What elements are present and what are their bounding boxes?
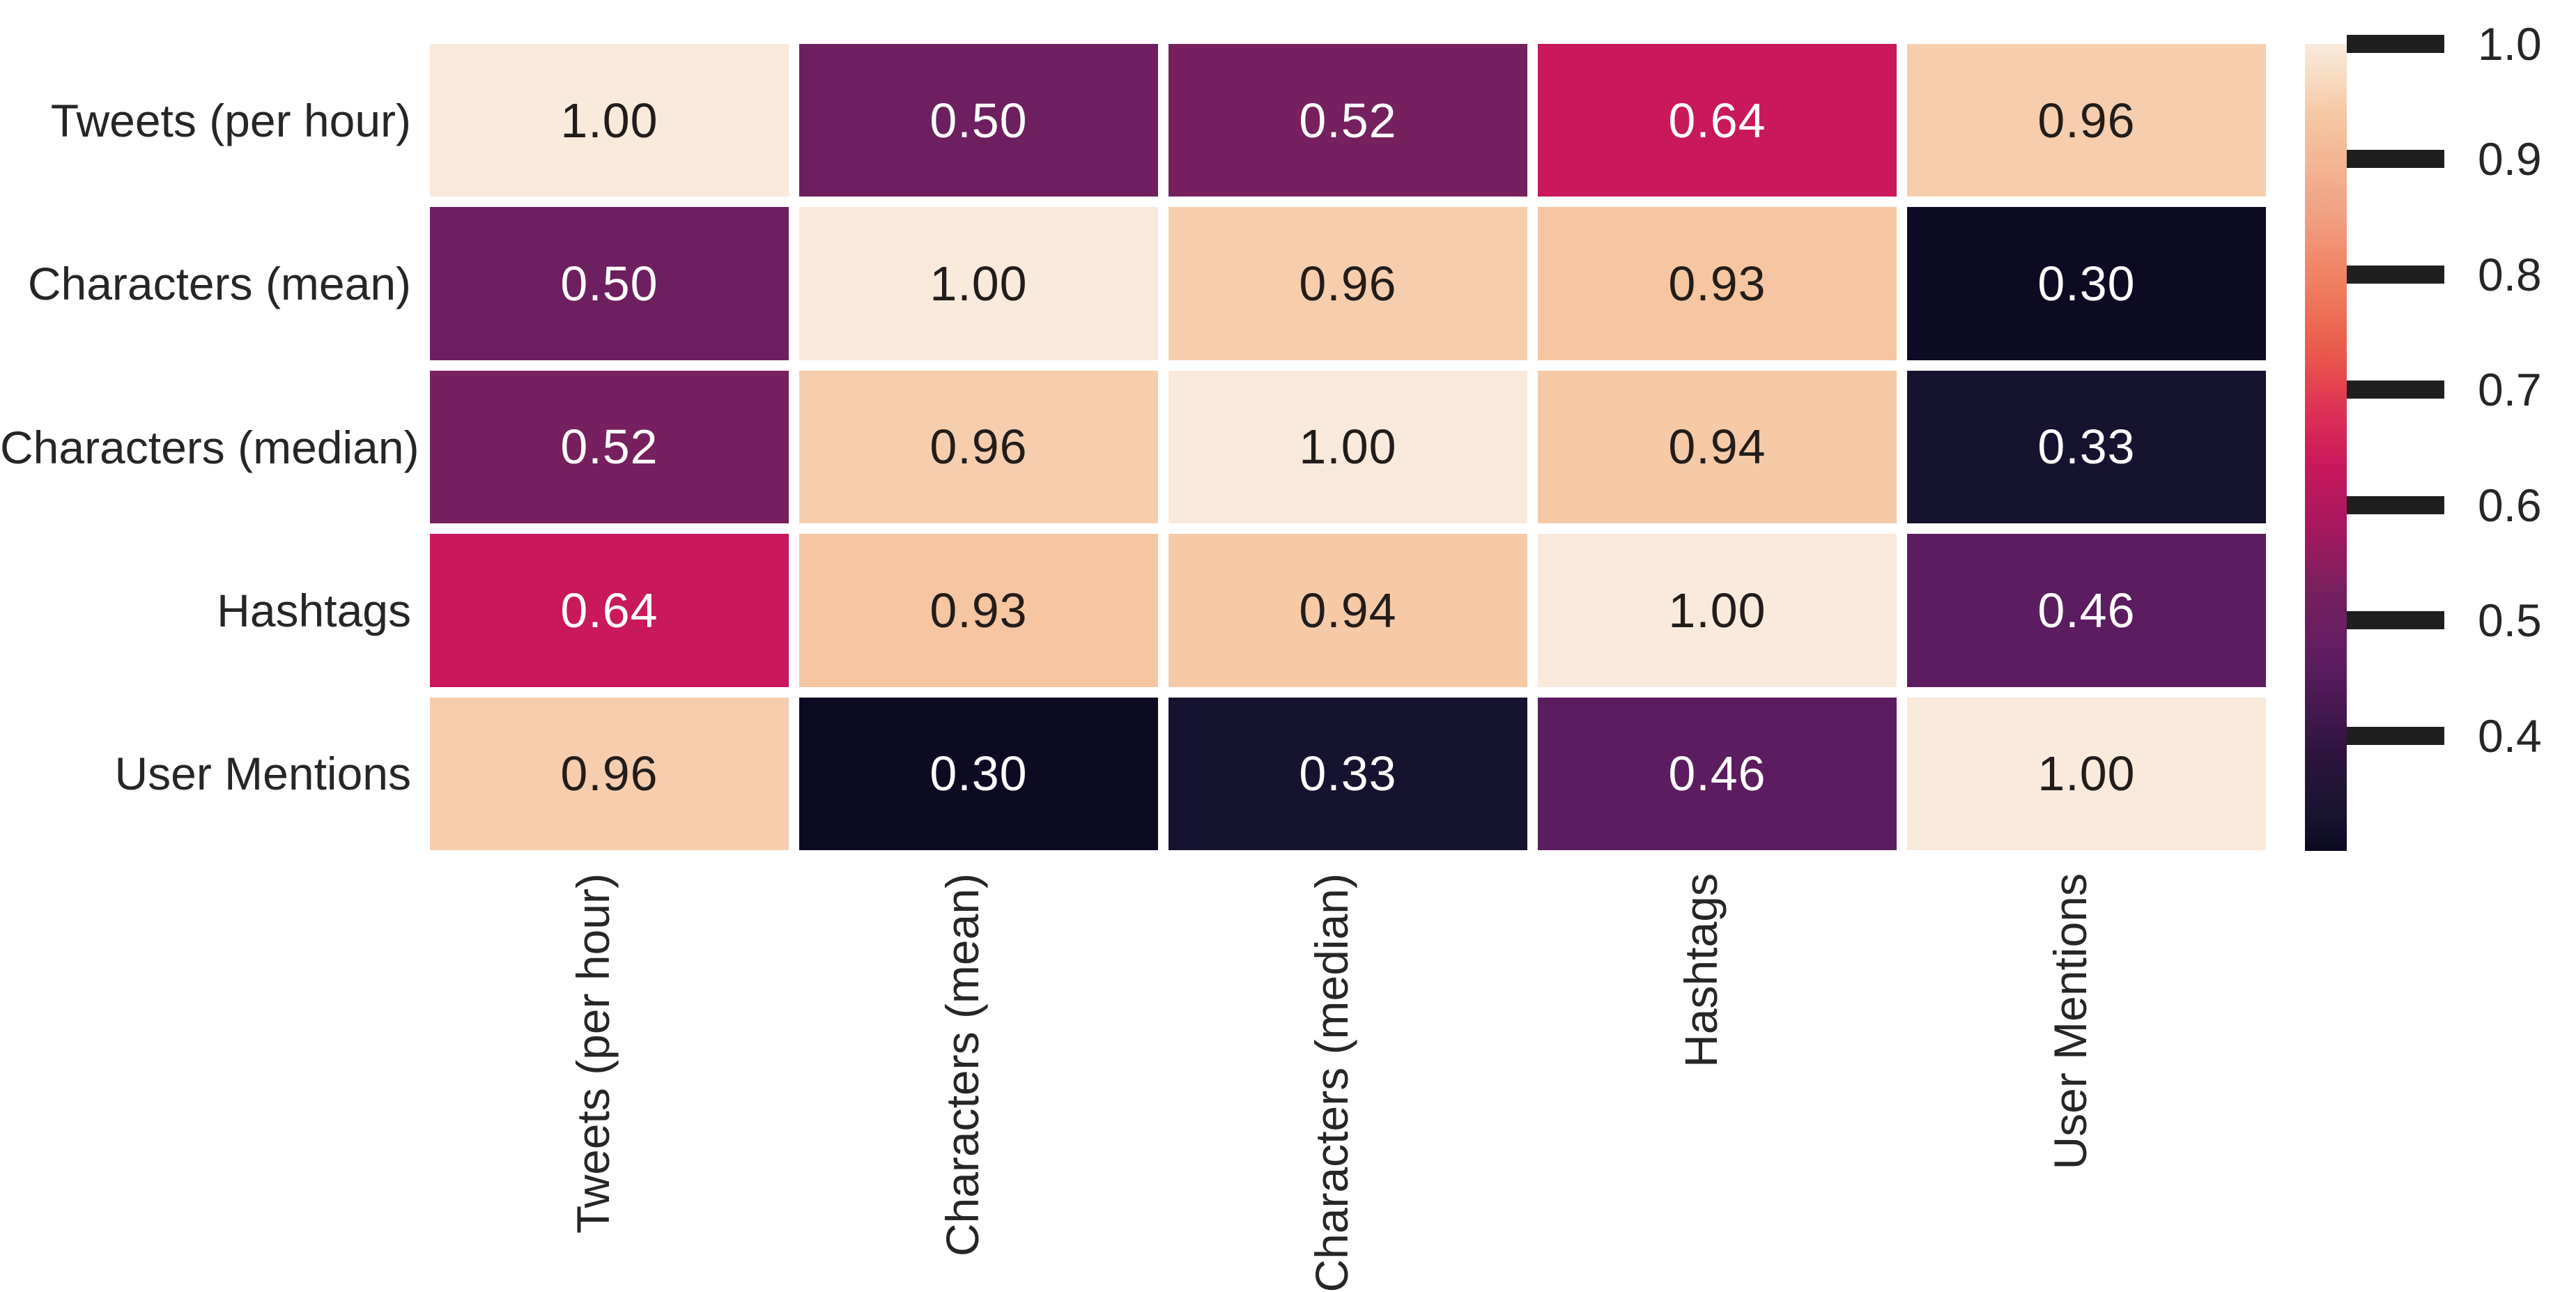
heatmap-cell: 0.52 [430, 370, 789, 524]
column-label: Tweets (per hour) [566, 873, 619, 1234]
colorbar-tick [2347, 150, 2444, 169]
column-label: Characters (median) [1305, 873, 1357, 1292]
column-label: Characters (mean) [936, 873, 988, 1257]
heatmap-cell: 0.94 [1538, 370, 1897, 524]
heatmap-cell: 0.52 [1169, 44, 1527, 197]
heatmap-cell: 0.64 [430, 534, 789, 687]
colorbar-tick [2347, 611, 2444, 630]
colorbar-tick-label: 0.6 [2478, 479, 2542, 531]
heatmap-cell: 0.46 [1538, 697, 1897, 850]
heatmap-cell: 1.00 [1538, 534, 1897, 687]
row-label: Characters (median) [0, 421, 419, 473]
colorbar-tick-label: 0.7 [2478, 364, 2542, 416]
heatmap-cell: 1.00 [799, 207, 1158, 360]
heatmap-cell: 0.93 [799, 534, 1158, 687]
column-label: User Mentions [2044, 873, 2096, 1170]
heatmap-cell: 1.00 [430, 44, 789, 197]
colorbar-gradient [2305, 44, 2347, 851]
colorbar-tick-label: 1.0 [2478, 18, 2542, 70]
colorbar-tick-label: 0.9 [2478, 133, 2542, 185]
heatmap-cell: 0.93 [1538, 207, 1897, 360]
heatmap-cell: 1.00 [1169, 370, 1527, 524]
row-label: Tweets (per hour) [50, 94, 411, 146]
row-label: Hashtags [217, 584, 411, 636]
colorbar-tick-label: 0.4 [2478, 709, 2542, 762]
column-label: Hashtags [1674, 873, 1727, 1068]
colorbar-tick [2347, 495, 2444, 514]
colorbar-tick-label: 0.8 [2478, 248, 2542, 300]
heatmap-cell: 0.33 [1907, 370, 2266, 524]
heatmap-cell: 0.30 [799, 697, 1158, 850]
heatmap-cell: 0.30 [1907, 207, 2266, 360]
colorbar-tick [2347, 35, 2444, 53]
heatmap-grid: 1.00 0.50 0.52 0.64 0.96 0.50 1.00 0.96 0.93 0.30… [430, 44, 2266, 850]
row-label: User Mentions [114, 748, 412, 800]
colorbar-tick [2347, 380, 2444, 399]
colorbar-tick [2347, 726, 2444, 745]
heatmap-cell: 0.96 [430, 697, 789, 850]
colorbar-tick-label: 0.5 [2478, 594, 2542, 647]
heatmap-cell: 0.96 [799, 370, 1158, 524]
heatmap-cell: 0.96 [1169, 207, 1527, 360]
heatmap-cell: 0.94 [1169, 534, 1527, 687]
row-label: Characters (mean) [27, 258, 411, 310]
heatmap-cell: 0.50 [430, 207, 789, 360]
heatmap-cell: 1.00 [1907, 697, 2266, 850]
colorbar-tick [2347, 265, 2444, 284]
heatmap-cell: 0.33 [1169, 697, 1527, 850]
heatmap-cell: 0.64 [1538, 44, 1897, 197]
heatmap-cell: 0.46 [1907, 534, 2266, 687]
heatmap-cell: 0.96 [1907, 44, 2266, 197]
heatmap-cell: 0.50 [799, 44, 1158, 197]
